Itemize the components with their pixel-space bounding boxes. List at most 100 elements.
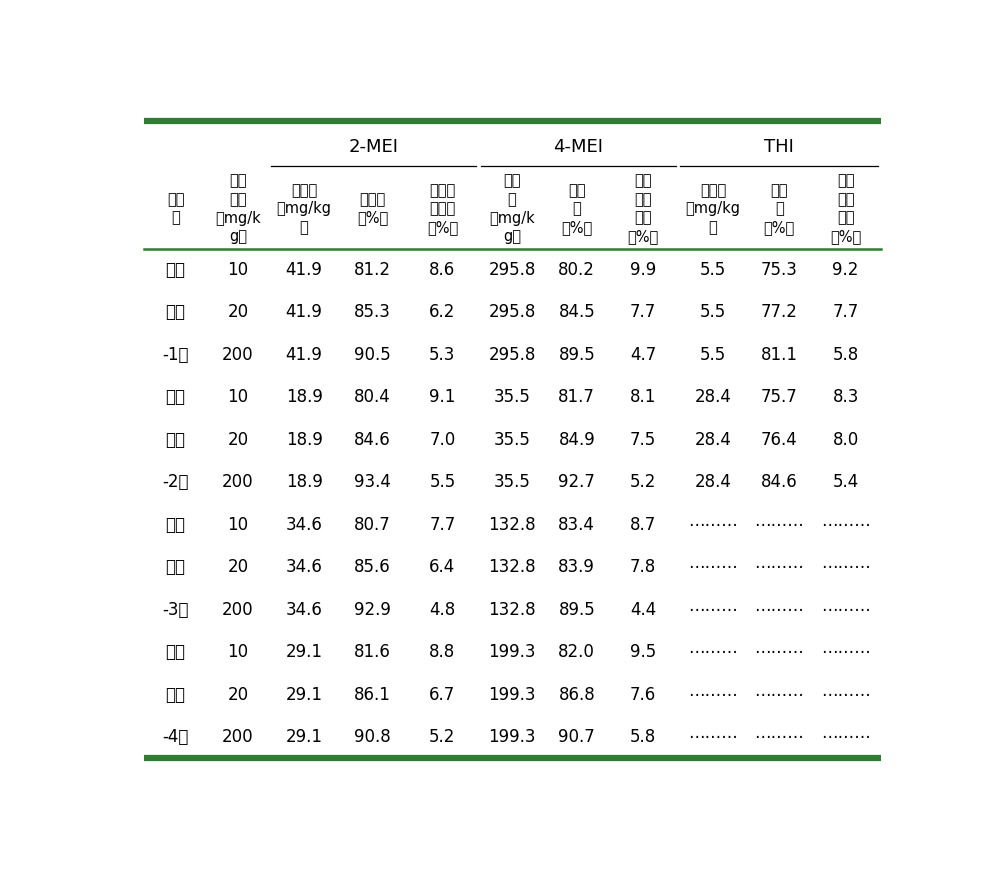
Text: 回收
率
（%）: 回收 率 （%） <box>764 183 795 235</box>
Text: 200: 200 <box>222 601 254 618</box>
Text: 7.8: 7.8 <box>630 558 656 577</box>
Text: 84.5: 84.5 <box>558 303 595 321</box>
Text: 5.2: 5.2 <box>630 473 656 491</box>
Text: 35.5: 35.5 <box>494 388 531 407</box>
Text: 83.9: 83.9 <box>558 558 595 577</box>
Text: 28.4: 28.4 <box>695 388 732 407</box>
Text: 5.8: 5.8 <box>630 728 656 746</box>
Text: 6.4: 6.4 <box>429 558 456 577</box>
Text: 41.9: 41.9 <box>286 261 323 279</box>
Text: 4.8: 4.8 <box>429 601 456 618</box>
Text: 5.8: 5.8 <box>832 346 859 364</box>
Text: 80.2: 80.2 <box>558 261 595 279</box>
Text: 8.6: 8.6 <box>429 261 456 279</box>
Text: 5.5: 5.5 <box>700 303 726 321</box>
Text: ⋯⋯⋯: ⋯⋯⋯ <box>821 685 871 704</box>
Text: 132.8: 132.8 <box>488 516 536 534</box>
Text: 84.6: 84.6 <box>354 431 391 449</box>
Text: 相对
标准
偏差
（%）: 相对 标准 偏差 （%） <box>830 173 861 244</box>
Text: 28.4: 28.4 <box>695 473 732 491</box>
Text: 199.3: 199.3 <box>488 728 536 746</box>
Text: 色素: 色素 <box>166 558 186 577</box>
Text: 35.5: 35.5 <box>494 431 531 449</box>
Text: 添加
浓度
（mg/k
g）: 添加 浓度 （mg/k g） <box>215 173 261 244</box>
Text: 89.5: 89.5 <box>558 346 595 364</box>
Text: 41.9: 41.9 <box>286 346 323 364</box>
Text: 焦糖: 焦糖 <box>166 261 186 279</box>
Text: 93.4: 93.4 <box>354 473 391 491</box>
Text: 85.3: 85.3 <box>354 303 391 321</box>
Text: ⋯⋯⋯: ⋯⋯⋯ <box>821 558 871 577</box>
Text: 85.6: 85.6 <box>354 558 391 577</box>
Text: 86.1: 86.1 <box>354 685 391 704</box>
Text: ⋯⋯⋯: ⋯⋯⋯ <box>688 685 738 704</box>
Text: 200: 200 <box>222 473 254 491</box>
Text: 焦糖: 焦糖 <box>166 644 186 661</box>
Text: 34.6: 34.6 <box>286 601 323 618</box>
Text: 6.2: 6.2 <box>429 303 456 321</box>
Text: 18.9: 18.9 <box>286 431 323 449</box>
Text: 80.7: 80.7 <box>354 516 391 534</box>
Text: 6.7: 6.7 <box>429 685 456 704</box>
Text: 10: 10 <box>227 516 248 534</box>
Text: 回收
率
（%）: 回收 率 （%） <box>561 183 592 235</box>
Text: 81.1: 81.1 <box>761 346 798 364</box>
Text: 90.5: 90.5 <box>354 346 391 364</box>
Text: 41.9: 41.9 <box>286 303 323 321</box>
Text: ⋯⋯⋯: ⋯⋯⋯ <box>754 558 804 577</box>
Text: ⋯⋯⋯: ⋯⋯⋯ <box>688 644 738 661</box>
Text: 92.7: 92.7 <box>558 473 595 491</box>
Text: 10: 10 <box>227 644 248 661</box>
Text: 相对
标准
偏差
（%）: 相对 标准 偏差 （%） <box>627 173 659 244</box>
Text: 8.3: 8.3 <box>832 388 859 407</box>
Text: 84.6: 84.6 <box>761 473 798 491</box>
Text: 81.7: 81.7 <box>558 388 595 407</box>
Text: 本底
値
（mg/k
g）: 本底 値 （mg/k g） <box>489 173 535 244</box>
Text: 5.4: 5.4 <box>832 473 859 491</box>
Text: 9.9: 9.9 <box>630 261 656 279</box>
Text: 5.5: 5.5 <box>700 346 726 364</box>
Text: 色素: 色素 <box>166 303 186 321</box>
Text: ⋯⋯⋯: ⋯⋯⋯ <box>754 728 804 746</box>
Text: 5.3: 5.3 <box>429 346 456 364</box>
Text: 90.7: 90.7 <box>558 728 595 746</box>
Text: THI: THI <box>764 138 794 156</box>
Text: ⋯⋯⋯: ⋯⋯⋯ <box>821 516 871 534</box>
Text: 7.6: 7.6 <box>630 685 656 704</box>
Text: 5.5: 5.5 <box>700 261 726 279</box>
Text: 200: 200 <box>222 728 254 746</box>
Text: 34.6: 34.6 <box>286 516 323 534</box>
Text: 89.5: 89.5 <box>558 601 595 618</box>
Text: ⋯⋯⋯: ⋯⋯⋯ <box>754 644 804 661</box>
Text: 86.8: 86.8 <box>558 685 595 704</box>
Text: 色素: 色素 <box>166 685 186 704</box>
Text: 28.4: 28.4 <box>695 431 732 449</box>
Text: 2-MEI: 2-MEI <box>349 138 399 156</box>
Text: 20: 20 <box>227 303 248 321</box>
Text: 回收率
（%）: 回收率 （%） <box>357 192 388 226</box>
Text: 295.8: 295.8 <box>488 346 536 364</box>
Text: 7.7: 7.7 <box>429 516 456 534</box>
Text: 18.9: 18.9 <box>286 473 323 491</box>
Text: 10: 10 <box>227 261 248 279</box>
Text: 29.1: 29.1 <box>286 728 323 746</box>
Text: 18.9: 18.9 <box>286 388 323 407</box>
Text: -1号: -1号 <box>162 346 189 364</box>
Text: 本底値
（mg/kg
）: 本底値 （mg/kg ） <box>686 183 741 235</box>
Text: ⋯⋯⋯: ⋯⋯⋯ <box>821 601 871 618</box>
Text: 7.5: 7.5 <box>630 431 656 449</box>
Text: ⋯⋯⋯: ⋯⋯⋯ <box>688 728 738 746</box>
Text: 77.2: 77.2 <box>761 303 798 321</box>
Text: 75.7: 75.7 <box>761 388 798 407</box>
Text: 29.1: 29.1 <box>286 685 323 704</box>
Text: 8.0: 8.0 <box>832 431 859 449</box>
Text: 80.4: 80.4 <box>354 388 391 407</box>
Text: 29.1: 29.1 <box>286 644 323 661</box>
Text: 76.4: 76.4 <box>761 431 798 449</box>
Text: ⋯⋯⋯: ⋯⋯⋯ <box>754 516 804 534</box>
Text: 90.8: 90.8 <box>354 728 391 746</box>
Text: 82.0: 82.0 <box>558 644 595 661</box>
Text: -2号: -2号 <box>162 473 189 491</box>
Text: -3号: -3号 <box>162 601 189 618</box>
Text: 35.5: 35.5 <box>494 473 531 491</box>
